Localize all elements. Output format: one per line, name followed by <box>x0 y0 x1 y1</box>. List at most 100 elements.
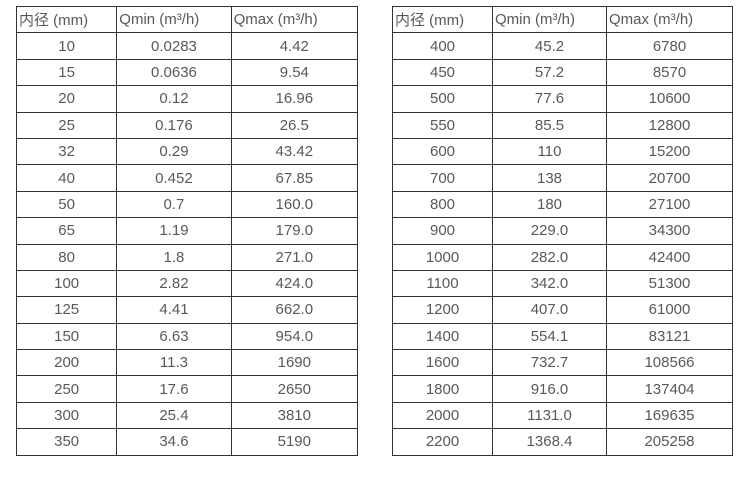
table-cell: 50 <box>15 190 118 219</box>
table-cell: 15 <box>15 58 118 87</box>
table-cell: 1400 <box>392 322 493 351</box>
table-cell: 1.8 <box>116 243 232 271</box>
table-cell: 1368.4 <box>492 428 607 456</box>
table-row: 800 180 27100 <box>392 190 733 219</box>
table-row: 50 0.7 160.0 <box>15 190 359 219</box>
table-cell: 4.42 <box>230 32 359 60</box>
table-cell: 20 <box>15 85 118 113</box>
table-cell: 271.0 <box>230 243 359 271</box>
table-row: 1200 407.0 61000 <box>392 296 733 324</box>
table-cell: 1200 <box>392 296 493 324</box>
table-cell: 205258 <box>606 428 733 456</box>
table-cell: 42400 <box>606 243 733 271</box>
table-cell: 5190 <box>230 428 359 456</box>
table-cell: 11.3 <box>116 349 232 377</box>
table-cell: 6.63 <box>116 322 232 351</box>
table-cell: 300 <box>15 401 118 430</box>
table-body: 400 45.2 6780 450 57.2 8570 500 77.6 10600 550 85.… <box>392 32 733 456</box>
table-cell: 17.6 <box>116 375 232 403</box>
header-row: 内径 (mm) Qmin (m³/h) Qmax (m³/h) <box>15 5 359 34</box>
table-cell: 15200 <box>606 137 733 166</box>
table-row: 32 0.29 43.42 <box>15 137 359 166</box>
table-row: 10 0.0283 4.42 <box>15 32 359 60</box>
table-row: 100 2.82 424.0 <box>15 269 359 298</box>
table-cell: 1131.0 <box>492 401 607 430</box>
table-cell: 67.85 <box>230 164 359 192</box>
table-row: 500 77.6 10600 <box>392 85 733 113</box>
table-cell: 0.12 <box>116 85 232 113</box>
table-row: 250 17.6 2650 <box>15 375 359 403</box>
table-cell: 229.0 <box>492 217 607 245</box>
table-cell: 160.0 <box>230 190 359 219</box>
table-cell: 450 <box>392 58 493 87</box>
spec-table-large-diameters: 内径 (mm) Qmin (m³/h) Qmax (m³/h) 400 45.2 678… <box>392 5 733 456</box>
table-body: 10 0.0283 4.42 15 0.0636 9.54 20 0.12 16.96 25 0.1… <box>15 32 359 456</box>
table-cell: 550 <box>392 111 493 139</box>
table-cell: 25 <box>15 111 118 139</box>
table-cell: 6780 <box>606 32 733 60</box>
table-cell: 3810 <box>230 401 359 430</box>
table-cell: 1600 <box>392 349 493 377</box>
table-cell: 600 <box>392 137 493 166</box>
header-cell: 内径 (mm) <box>15 5 118 34</box>
table-cell: 1690 <box>230 349 359 377</box>
table-cell: 4.41 <box>116 296 232 324</box>
table-row: 300 25.4 3810 <box>15 401 359 430</box>
table-cell: 10600 <box>606 85 733 113</box>
table-cell: 400 <box>392 32 493 60</box>
table-cell: 700 <box>392 164 493 192</box>
table-cell: 169635 <box>606 401 733 430</box>
table-row: 350 34.6 5190 <box>15 428 359 456</box>
table-cell: 554.1 <box>492 322 607 351</box>
table-cell: 12800 <box>606 111 733 139</box>
table-cell: 0.452 <box>116 164 232 192</box>
table-row: 400 45.2 6780 <box>392 32 733 60</box>
table-cell: 40 <box>15 164 118 192</box>
table-cell: 2.82 <box>116 269 232 298</box>
table-row: 2000 1131.0 169635 <box>392 401 733 430</box>
table-row: 80 1.8 271.0 <box>15 243 359 271</box>
header-cell: Qmax (m³/h) <box>606 5 733 34</box>
header-cell: 内径 (mm) <box>392 5 493 34</box>
table-cell: 125 <box>15 296 118 324</box>
table-cell: 350 <box>15 428 118 456</box>
table-cell: 10 <box>15 32 118 60</box>
table-cell: 1800 <box>392 375 493 403</box>
table-row: 1100 342.0 51300 <box>392 269 733 298</box>
header-cell: Qmin (m³/h) <box>116 5 232 34</box>
table-cell: 51300 <box>606 269 733 298</box>
table-row: 200 11.3 1690 <box>15 349 359 377</box>
table-cell: 27100 <box>606 190 733 219</box>
table-cell: 150 <box>15 322 118 351</box>
header-cell: Qmin (m³/h) <box>492 5 607 34</box>
table-cell: 1.19 <box>116 217 232 245</box>
table-cell: 83121 <box>606 322 733 351</box>
table-row: 600 110 15200 <box>392 137 733 166</box>
table-cell: 2650 <box>230 375 359 403</box>
table-row: 450 57.2 8570 <box>392 58 733 87</box>
table-row: 700 138 20700 <box>392 164 733 192</box>
table-cell: 57.2 <box>492 58 607 87</box>
table-cell: 1100 <box>392 269 493 298</box>
table-cell: 0.0636 <box>116 58 232 87</box>
table-cell: 800 <box>392 190 493 219</box>
table-cell: 34300 <box>606 217 733 245</box>
table-cell: 2200 <box>392 428 493 456</box>
table-row: 25 0.176 26.5 <box>15 111 359 139</box>
table-cell: 26.5 <box>230 111 359 139</box>
table-cell: 100 <box>15 269 118 298</box>
table-cell: 32 <box>15 137 118 166</box>
table-row: 1000 282.0 42400 <box>392 243 733 271</box>
table-cell: 900 <box>392 217 493 245</box>
table-cell: 20700 <box>606 164 733 192</box>
table-cell: 500 <box>392 85 493 113</box>
table-cell: 179.0 <box>230 217 359 245</box>
table-cell: 138 <box>492 164 607 192</box>
table-cell: 282.0 <box>492 243 607 271</box>
table-cell: 45.2 <box>492 32 607 60</box>
table-cell: 1000 <box>392 243 493 271</box>
table-cell: 80 <box>15 243 118 271</box>
table-cell: 732.7 <box>492 349 607 377</box>
table-cell: 16.96 <box>230 85 359 113</box>
